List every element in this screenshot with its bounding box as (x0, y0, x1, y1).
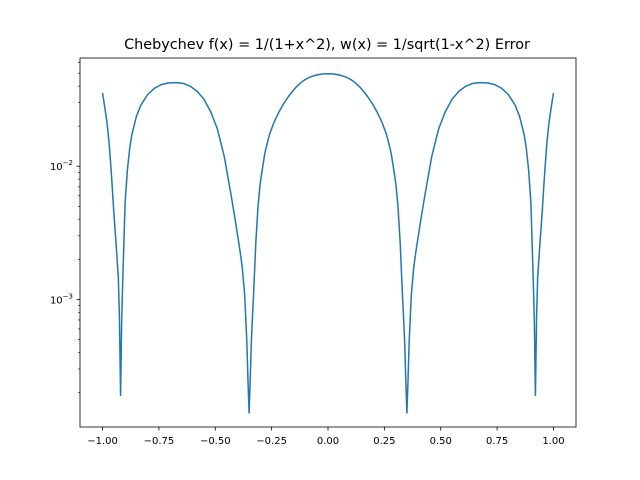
x-tick-label: 0.25 (373, 436, 395, 447)
chart-title: Chebychev f(x) = 1/(1+x^2), w(x) = 1/sqr… (124, 37, 530, 53)
x-tick-label: −1.00 (87, 436, 118, 447)
x-tick-label: 0.50 (430, 436, 452, 447)
x-tick-label: −0.25 (256, 436, 287, 447)
x-tick-label: 0.75 (486, 436, 508, 447)
y-tick-exponent: −3 (63, 292, 73, 300)
y-tick-label: 10−2 (50, 159, 73, 173)
y-tick-exponent: −2 (63, 159, 73, 167)
x-tick-label: 0.00 (317, 436, 339, 447)
x-tick-label: 1.00 (542, 436, 564, 447)
series-line-0 (101, 73, 555, 414)
x-tick-label: −0.75 (144, 436, 175, 447)
x-tick-label: −0.50 (200, 436, 231, 447)
series-layer (101, 73, 555, 414)
y-axis: 10−210−3 (50, 62, 80, 393)
y-tick-base: 10 (50, 295, 63, 306)
y-tick-base: 10 (50, 162, 63, 173)
axes-frame (79, 57, 577, 428)
y-tick-label: 10−3 (50, 292, 73, 306)
x-axis: −1.00 −0.75 −0.50 −0.25 0.00 0.25 0.50 0.75 1.00 (87, 427, 565, 447)
plot-area: −1.00 −0.75 −0.50 −0.25 0.00 0.25 0.50 0.75 1.00… (50, 57, 577, 447)
